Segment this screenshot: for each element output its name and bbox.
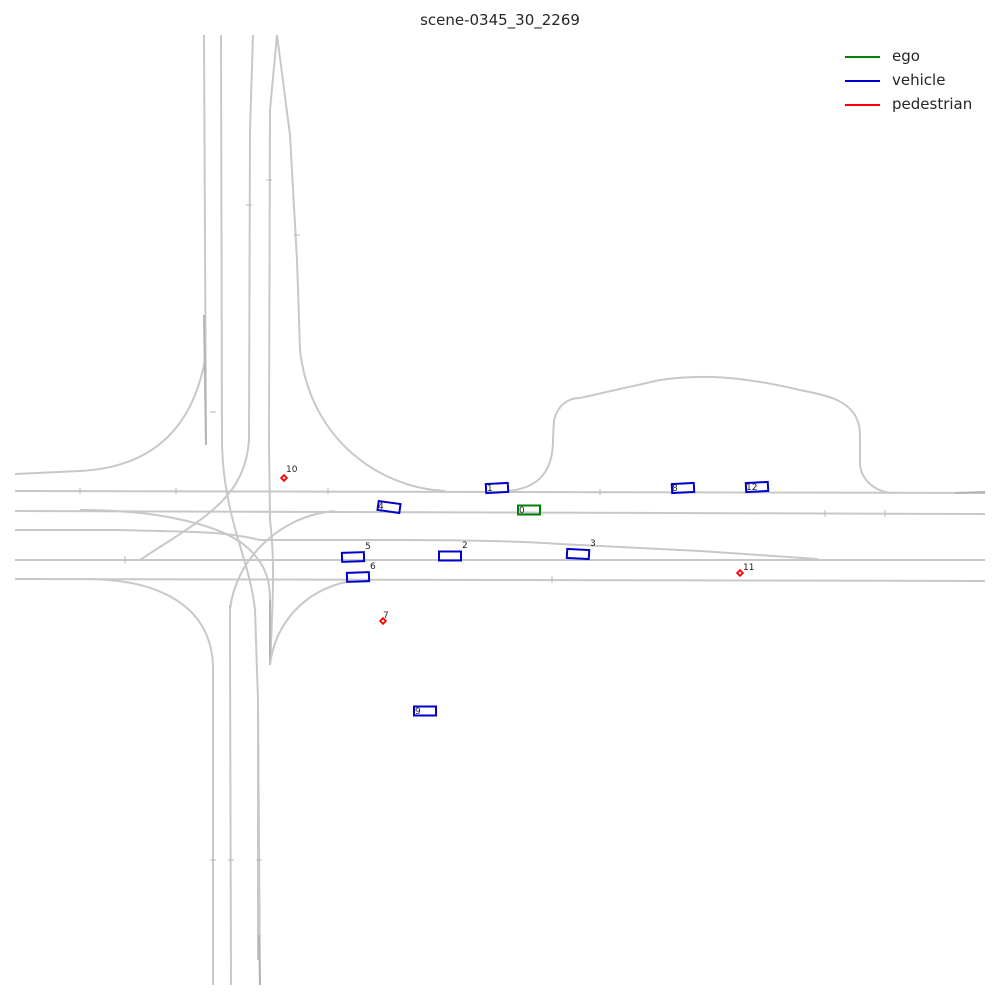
vehicle-box xyxy=(565,547,591,561)
agent-id-label: 0 xyxy=(519,506,525,516)
lane-line xyxy=(203,314,207,446)
pedestrian-agent-7: 7 xyxy=(378,611,389,626)
legend-label: vehicle xyxy=(892,71,946,89)
vehicle-agent-1: 1 xyxy=(484,481,510,495)
lane-line xyxy=(276,34,446,492)
pedestrian-box xyxy=(279,473,289,483)
agent-id-label: 6 xyxy=(370,562,376,572)
legend-line-vehicle xyxy=(845,80,880,82)
agent-id-label: 7 xyxy=(383,611,389,621)
vehicle-box xyxy=(340,551,366,563)
agent-id-label: 2 xyxy=(462,541,468,551)
lane-line xyxy=(267,34,278,666)
vehicle-box xyxy=(438,550,462,562)
lane-line xyxy=(229,649,232,986)
vehicle-agent-8: 8 xyxy=(670,481,696,495)
agent-id-label: 1 xyxy=(487,484,493,494)
legend-line-pedestrian xyxy=(845,104,880,106)
legend-entry-pedestrian: pedestrian xyxy=(840,93,990,117)
vehicle-agent-2: 2 xyxy=(438,541,468,562)
vehicle-box xyxy=(376,499,402,515)
lane-line xyxy=(79,509,271,601)
lane-line xyxy=(229,510,336,650)
vehicle-agent-12: 12 xyxy=(744,480,770,494)
lane-line xyxy=(14,578,986,582)
agent-id-label: 11 xyxy=(743,563,754,573)
legend-entry-ego: ego xyxy=(840,45,990,69)
scene-title: scene-0345_30_2269 xyxy=(420,11,580,29)
legend-entry-vehicle: vehicle xyxy=(840,69,990,93)
lane-line xyxy=(954,491,986,494)
lane-line xyxy=(220,34,261,986)
lane-line xyxy=(258,934,261,986)
agent-id-label: 4 xyxy=(378,502,384,512)
vehicle-agent-6: 6 xyxy=(345,562,376,583)
agent-id-label: 3 xyxy=(590,539,596,549)
legend-line-ego xyxy=(845,56,880,58)
vehicle-box xyxy=(670,481,696,495)
pedestrian-agent-11: 11 xyxy=(735,563,754,578)
lane-line xyxy=(139,34,254,561)
ego-agent-0: 0 xyxy=(517,504,541,516)
lane-line xyxy=(269,579,359,666)
lane-line xyxy=(14,510,986,515)
vehicle-agent-5: 5 xyxy=(340,542,371,563)
lane-line xyxy=(84,578,214,985)
lane-line xyxy=(15,529,819,560)
vehicle-box xyxy=(345,571,371,583)
legend: ego vehicle pedestrian xyxy=(840,45,990,117)
lane-network xyxy=(14,34,986,986)
pedestrian-box xyxy=(378,616,388,626)
agent-id-label: 8 xyxy=(672,484,678,494)
vehicle-box xyxy=(484,481,510,495)
vehicle-box xyxy=(413,705,437,717)
vehicle-agent-3: 3 xyxy=(565,539,596,561)
vehicle-agent-9: 9 xyxy=(413,705,437,717)
agent-id-label: 10 xyxy=(286,465,298,475)
legend-label: pedestrian xyxy=(892,95,973,113)
vehicle-box xyxy=(744,480,770,494)
ego-box xyxy=(517,504,541,516)
pedestrian-box xyxy=(735,568,745,578)
agent-id-label: 12 xyxy=(746,483,757,493)
vehicle-agent-4: 4 xyxy=(376,499,402,515)
pedestrian-agent-10: 10 xyxy=(279,465,298,483)
agent-id-label: 5 xyxy=(365,542,371,552)
lane-line xyxy=(507,375,896,494)
lane-line xyxy=(14,359,206,475)
agent-id-label: 9 xyxy=(415,707,421,717)
legend-label: ego xyxy=(892,47,920,65)
